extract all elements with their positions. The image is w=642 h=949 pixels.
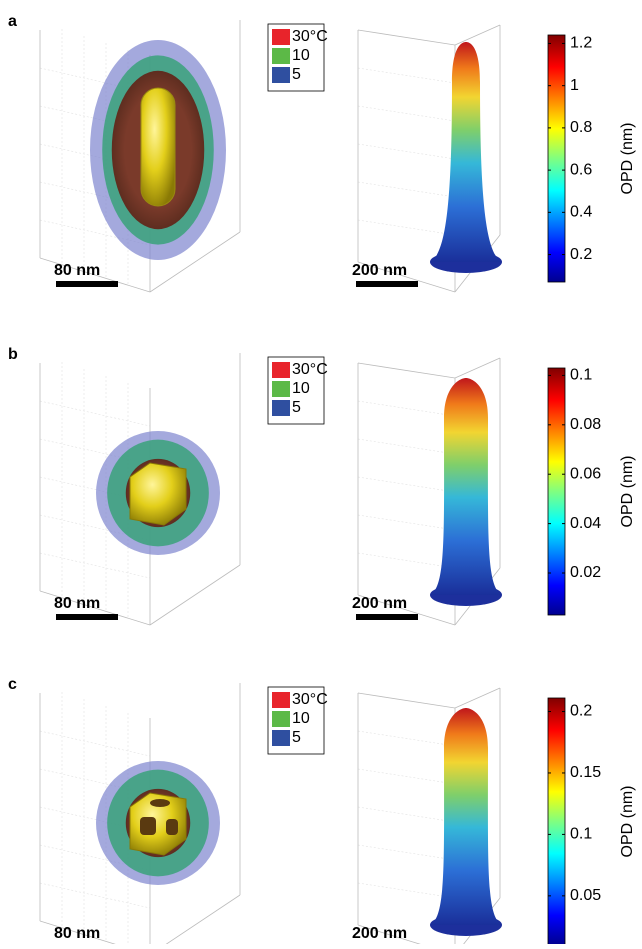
axis-edge: [455, 25, 500, 45]
colorbar: [548, 698, 565, 944]
grid-line: [358, 515, 455, 530]
colorbar-tick-label: 0.04: [570, 515, 601, 532]
legend-label: 5: [292, 66, 301, 83]
scalebar-label: 200 nm: [352, 925, 407, 942]
colorbar-tick-label: 0.06: [570, 465, 601, 482]
colorbar-tick-label: 0.05: [570, 887, 601, 904]
grid-line: [40, 883, 150, 908]
scalebar: [356, 614, 418, 620]
legend-swatch: [272, 692, 290, 708]
axis-edge: [150, 565, 240, 625]
scalebar-label: 80 nm: [54, 925, 100, 942]
grid-line: [358, 883, 455, 898]
scalebar-label: 80 nm: [54, 262, 100, 279]
grid-line: [358, 845, 455, 860]
legend-swatch: [272, 29, 290, 45]
colorbar-tick-label: 0.8: [570, 119, 592, 136]
cage-hole: [150, 799, 170, 807]
legend-label: 10: [292, 380, 310, 397]
grid-line: [358, 401, 455, 416]
axis-edge: [455, 688, 500, 708]
panel: b 30°C 10 5 80 nm 200 nm 0.02 0.04 0.06 0.08 0.1 OP…: [8, 346, 636, 625]
nanocube: [130, 463, 186, 525]
colorbar-tick-label: 0.02: [570, 564, 601, 581]
panel-label: b: [8, 346, 18, 363]
scalebar-label: 200 nm: [352, 262, 407, 279]
grid-line: [40, 401, 150, 426]
colorbar-tick-label: 0.1: [570, 826, 592, 843]
legend-swatch: [272, 362, 290, 378]
cage-hole: [140, 817, 156, 835]
colorbar-tick-label: 0.4: [570, 204, 592, 221]
colorbar-tick-label: 0.2: [570, 703, 592, 720]
colorbar-tick-label: 0.2: [570, 246, 592, 263]
peak-surface: [430, 42, 502, 262]
grid-line: [358, 731, 455, 746]
panel: a 30°C 10 5 80 nm 200 nm 0.2 0.4 0.6 0.8 1 1.2 OPD (…: [8, 13, 636, 292]
grid-line: [358, 182, 455, 197]
legend: 30°C 10 5: [268, 357, 328, 424]
colorbar-tick-label: 1: [570, 77, 579, 94]
colorbar-tick-label: 0.15: [570, 764, 601, 781]
legend-swatch: [272, 730, 290, 746]
colorbar-tick-label: 0.6: [570, 161, 592, 178]
grid-line: [358, 144, 455, 159]
grid-line: [40, 731, 150, 756]
nanorod: [141, 88, 175, 206]
colorbar: [548, 368, 565, 615]
grid-line: [358, 220, 455, 235]
axis-edge: [358, 30, 455, 45]
scalebar-label: 80 nm: [54, 595, 100, 612]
legend: 30°C 10 5: [268, 687, 328, 754]
cage-hole: [166, 819, 178, 835]
colorbar-tick-label: 0.08: [570, 416, 601, 433]
legend-swatch: [272, 400, 290, 416]
scalebar: [56, 281, 118, 287]
legend-swatch: [272, 381, 290, 397]
grid-line: [358, 68, 455, 83]
legend-label: 30°C: [292, 691, 328, 708]
legend-label: 10: [292, 710, 310, 727]
grid-line: [358, 477, 455, 492]
grid-line: [358, 553, 455, 568]
scalebar: [56, 614, 118, 620]
axis-edge: [150, 895, 240, 944]
scalebar: [356, 281, 418, 287]
grid-line: [40, 553, 150, 578]
axis-edge: [455, 358, 500, 378]
legend-swatch: [272, 67, 290, 83]
axis-edge: [358, 363, 455, 378]
panel: c 30°C 10 5 80 nm 200 nm 0.05 0.1 0.15 0.2 OPD (nm…: [8, 676, 636, 944]
grid-line: [358, 106, 455, 121]
colorbar-label: OPD (nm): [619, 123, 636, 195]
legend-label: 30°C: [292, 28, 328, 45]
colorbar-tick-label: 0.1: [570, 367, 592, 384]
legend-swatch: [272, 711, 290, 727]
grid-line: [358, 769, 455, 784]
peak-surface: [430, 708, 502, 925]
legend-label: 5: [292, 399, 301, 416]
colorbar-tick-label: 1.2: [570, 35, 592, 52]
peak-surface: [430, 378, 502, 595]
legend-label: 10: [292, 47, 310, 64]
legend-label: 30°C: [292, 361, 328, 378]
scalebar-label: 200 nm: [352, 595, 407, 612]
colorbar-label: OPD (nm): [619, 786, 636, 858]
grid-line: [358, 439, 455, 454]
legend-label: 5: [292, 729, 301, 746]
legend: 30°C 10 5: [268, 24, 328, 91]
colorbar-label: OPD (nm): [619, 456, 636, 528]
legend-swatch: [272, 48, 290, 64]
figure: a 30°C 10 5 80 nm 200 nm 0.2 0.4 0.6 0.8 1 1.2 OPD (…: [0, 0, 642, 944]
grid-line: [358, 807, 455, 822]
panel-label: c: [8, 676, 17, 693]
axis-edge: [358, 693, 455, 708]
colorbar: [548, 35, 565, 282]
panel-label: a: [8, 13, 17, 30]
